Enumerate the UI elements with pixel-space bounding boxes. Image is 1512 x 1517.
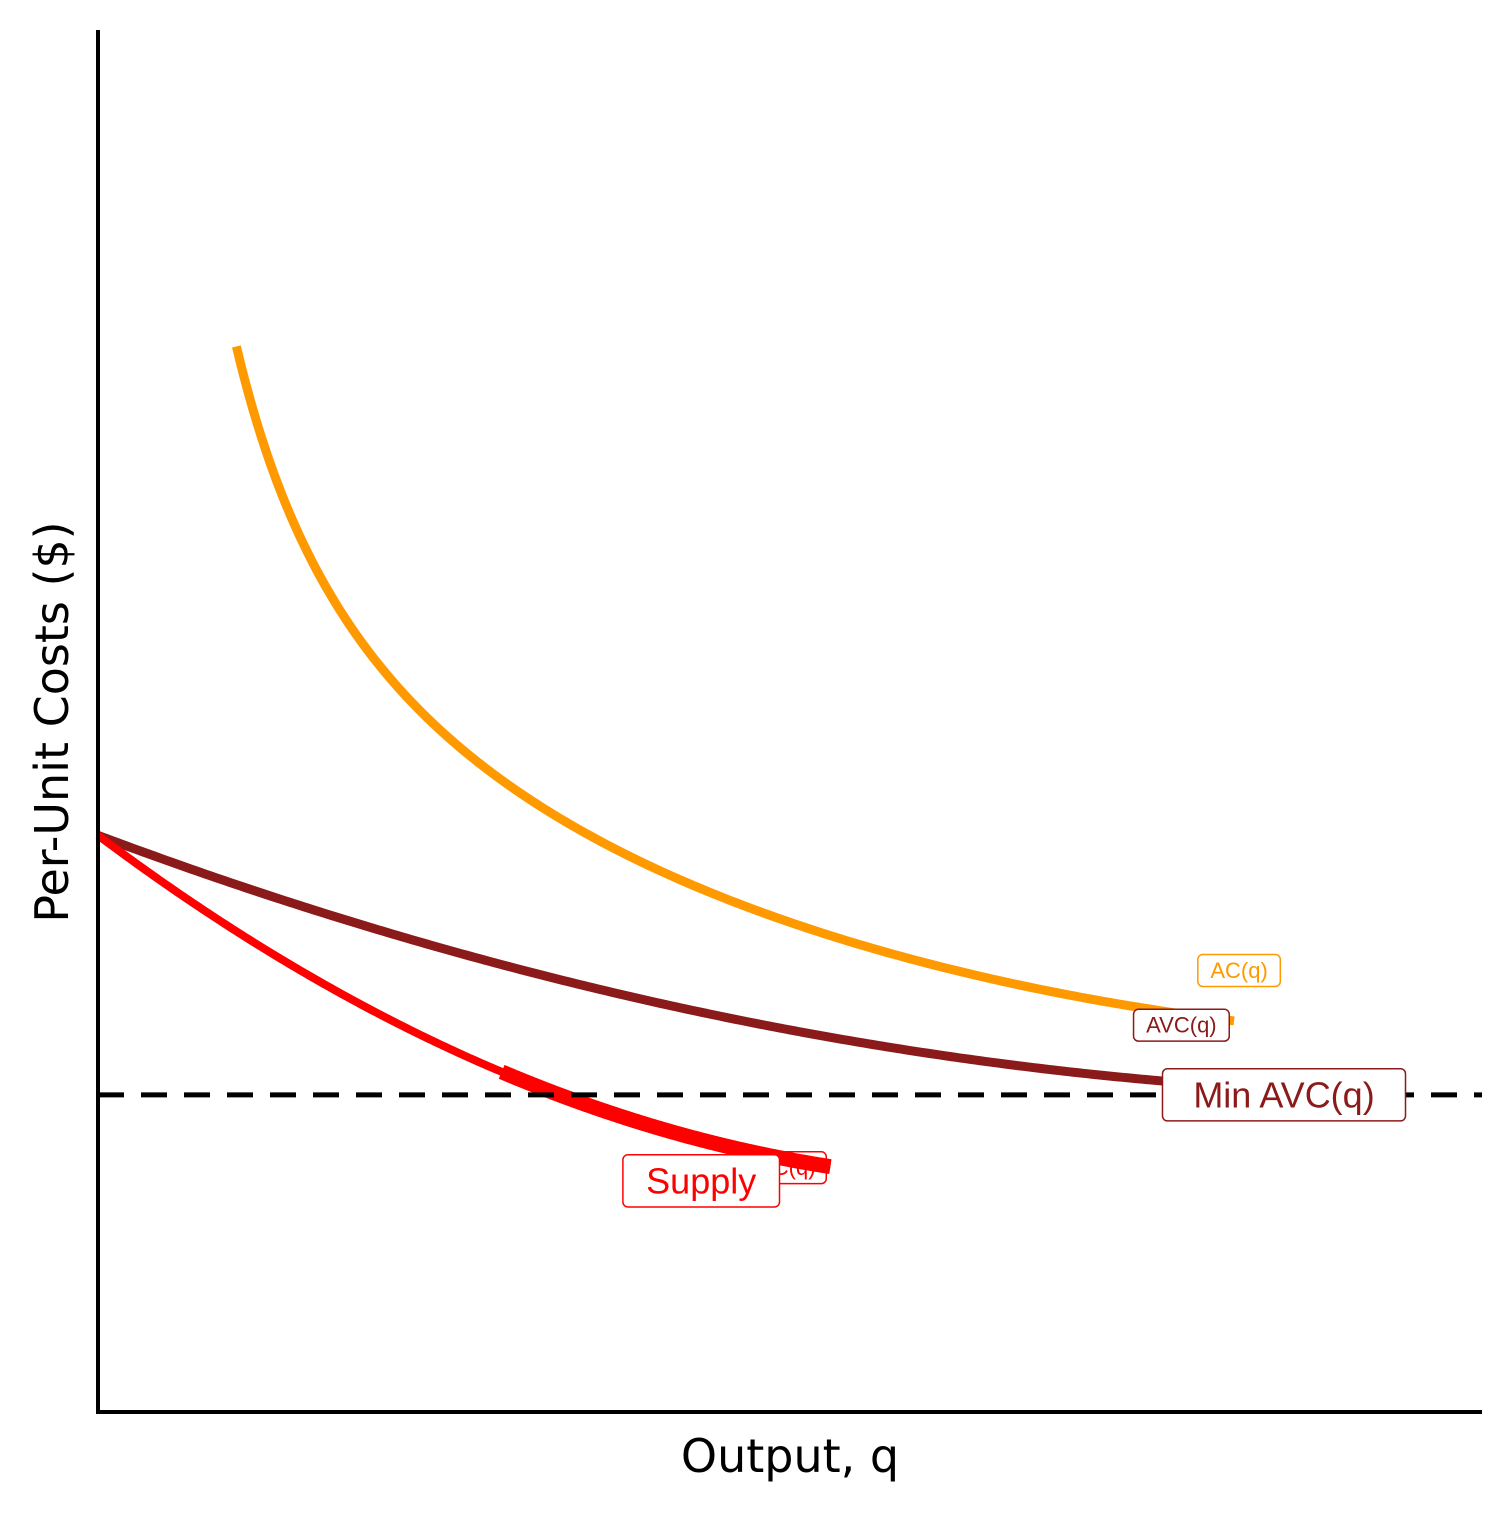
avc-label: AVC(q)	[1146, 1013, 1217, 1038]
min-avc-label-group: Min AVC(q)	[1161, 1067, 1407, 1122]
min-avc-label-box	[1161, 1067, 1407, 1122]
ac-label-group: AC(q)	[1197, 953, 1282, 988]
supply-curve	[495, 1064, 837, 1175]
min-avc-label: Min AVC(q)	[1193, 1074, 1374, 1115]
avc-label-box	[1132, 1008, 1231, 1042]
ac-label: AC(q)	[1210, 958, 1267, 983]
labels-layer: AC(q) AVC(q) Supply Min AVC(q)	[622, 953, 1407, 1208]
supply-label: Supply	[646, 1160, 756, 1201]
mc-curve	[95, 832, 832, 1171]
supply-label-group: Supply	[622, 1154, 781, 1208]
x-axis-title: Output, q	[681, 1429, 899, 1483]
avc-curve	[96, 831, 1275, 1094]
axes-layer: Output, q Per-Unit Costs ($)	[25, 30, 1482, 1483]
ac-label-box	[1197, 953, 1282, 988]
supply-label-box	[622, 1154, 781, 1208]
curves-layer: MC(q)	[95, 345, 1482, 1185]
y-axis-title: Per-Unit Costs ($)	[25, 521, 79, 922]
ac-curve	[232, 345, 1235, 1026]
avc-label-group: AVC(q)	[1132, 1008, 1231, 1042]
